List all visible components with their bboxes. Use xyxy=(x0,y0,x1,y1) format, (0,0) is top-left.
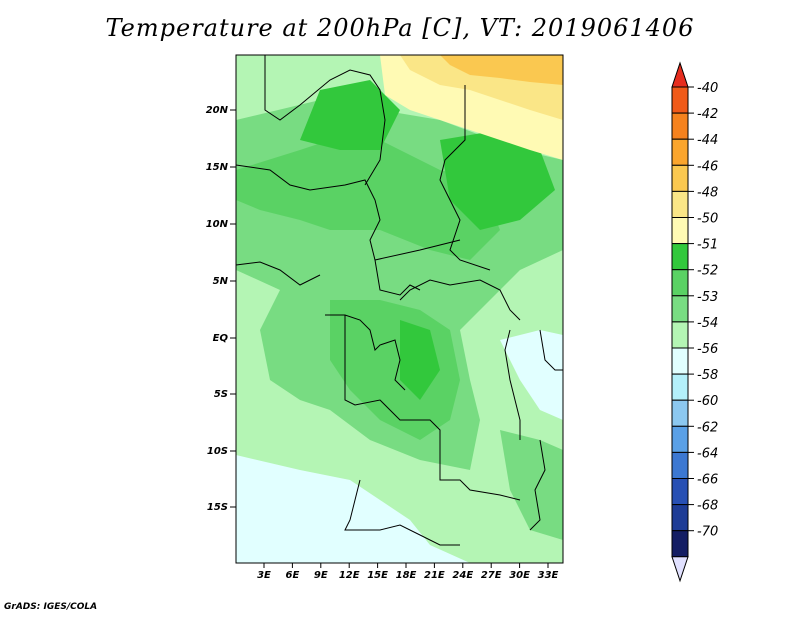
field-region-green-deep-3 xyxy=(400,320,440,400)
lon-tick-label: 24E xyxy=(452,570,473,581)
lat-tick-label: 20N xyxy=(206,105,229,116)
colorbar-swatch xyxy=(671,373,689,401)
colorbar-swatch xyxy=(671,269,689,297)
lon-tick-label: 12E xyxy=(339,570,360,581)
colorbar-swatch xyxy=(671,425,689,453)
colorbar-swatch xyxy=(671,164,689,192)
footer-credit: GrADS: IGES/COLA xyxy=(4,602,98,612)
lon-tick-label: 27E xyxy=(481,570,502,581)
chart-title: Temperature at 200hPa [C], VT: 201906140… xyxy=(105,14,695,42)
latitude-axis: 20N 15N 10N 5N EQ 5S 10S 15S xyxy=(206,105,236,513)
country-borders xyxy=(235,55,563,546)
map-area xyxy=(235,54,564,564)
colorbar-swatch xyxy=(671,451,689,479)
colorbar-label: -50 xyxy=(697,212,718,227)
colorbar-label: -42 xyxy=(697,107,718,122)
longitude-axis: 3E 6E 9E 12E 15E 18E 21E 24E 27E 30E 33E xyxy=(257,563,559,581)
colorbar-swatch xyxy=(671,138,689,166)
colorbar-swatch xyxy=(671,399,689,427)
lat-tick-label: 5N xyxy=(213,276,229,287)
colorbar-label: -40 xyxy=(697,81,718,96)
lon-tick-label: 33E xyxy=(538,570,559,581)
lat-tick-label: 15S xyxy=(207,502,228,513)
colorbar-label: -58 xyxy=(697,368,718,383)
colorbar-swatch xyxy=(671,504,689,532)
lon-tick-label: 18E xyxy=(396,570,417,581)
field-region-green-dark xyxy=(236,130,500,260)
colorbar-swatch xyxy=(671,190,689,218)
color-legend: -40 -42 -44 -46 -48 -50 -51 -52 -53 -54 -56 -58 -60 -… xyxy=(671,61,718,583)
lon-tick-label: 21E xyxy=(424,570,445,581)
colorbar-swatch xyxy=(671,295,689,323)
colorbar-label: -48 xyxy=(697,185,718,200)
field-region-green-deep xyxy=(300,80,400,150)
field-region-orange xyxy=(440,55,563,85)
colorbar-top-arrow xyxy=(671,61,689,88)
colorbar-label: -52 xyxy=(697,264,718,279)
lon-tick-label: 9E xyxy=(314,570,328,581)
colorbar-swatch xyxy=(671,217,689,245)
colorbar-label: -60 xyxy=(697,394,718,409)
colorbar-swatch xyxy=(671,243,689,271)
map-frame xyxy=(235,54,564,564)
colorbar-label: -68 xyxy=(697,499,718,514)
lat-tick-label: 5S xyxy=(214,389,228,400)
lon-tick-label: 30E xyxy=(509,570,530,581)
colorbar-swatch xyxy=(671,321,689,349)
lat-tick-label: 10S xyxy=(207,446,228,457)
lon-tick-label: 6E xyxy=(286,570,300,581)
colorbar-label: -56 xyxy=(697,342,718,357)
colorbar-swatch xyxy=(671,112,689,140)
colorbar-swatch xyxy=(671,530,689,558)
colorbar-label: -44 xyxy=(697,133,718,148)
lat-tick-label: 15N xyxy=(206,162,229,173)
colorbar-swatch xyxy=(671,347,689,375)
colorbar-label: -62 xyxy=(697,420,718,435)
lat-tick-label: EQ xyxy=(213,333,229,344)
lon-tick-label: 15E xyxy=(367,570,388,581)
field-region-green-east xyxy=(500,430,563,540)
colorbar-label: -51 xyxy=(697,238,718,253)
colorbar-label: -70 xyxy=(697,525,718,540)
colorbar-swatch xyxy=(671,478,689,506)
lat-tick-label: 10N xyxy=(206,219,229,230)
colorbar-label: -53 xyxy=(697,290,718,305)
colorbar-label: -66 xyxy=(697,473,718,488)
lon-tick-label: 3E xyxy=(257,570,271,581)
colorbar-label: -54 xyxy=(697,316,718,331)
colorbar-label: -46 xyxy=(697,159,718,174)
colorbar-swatch xyxy=(671,86,689,114)
colorbar-label: -64 xyxy=(697,446,718,461)
field-region-cyan-east xyxy=(500,330,563,420)
field-region-green-deep-2 xyxy=(440,130,555,230)
colorbar-bottom-arrow xyxy=(671,556,689,583)
